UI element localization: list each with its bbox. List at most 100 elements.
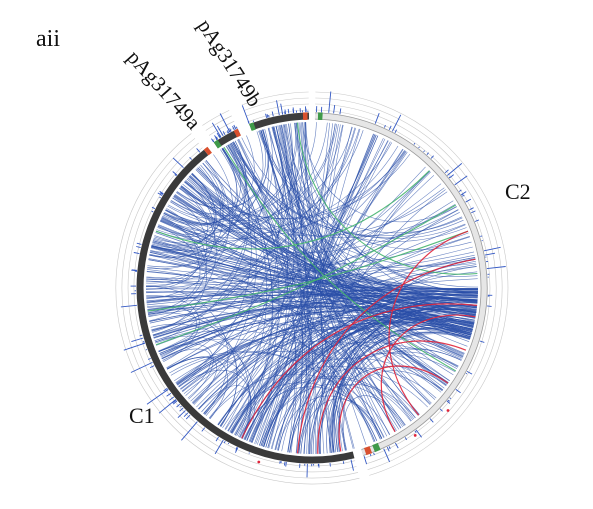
link-pb-chrom — [254, 129, 288, 444]
histogram-bar — [284, 109, 287, 115]
track-ring-c2 — [315, 109, 491, 459]
histogram-bar — [227, 442, 230, 445]
link-pb-chrom — [261, 129, 476, 315]
link-green — [155, 170, 430, 250]
histogram-bar — [462, 194, 465, 197]
link-c1-c1 — [170, 161, 225, 215]
link-c2-c1 — [175, 134, 377, 383]
link-c2-c1 — [158, 294, 478, 352]
link-c2-c1 — [289, 384, 416, 453]
link-pb-chrom — [279, 125, 444, 391]
histogram-bar — [285, 462, 287, 467]
track-ring-c2 — [315, 97, 503, 470]
histogram-bar — [211, 138, 214, 143]
track-rings — [115, 91, 509, 485]
link-c2-c1 — [309, 347, 462, 455]
segment-marker-5 — [233, 128, 241, 138]
histogram-bar — [179, 407, 184, 412]
link-pb-chrom — [281, 124, 450, 381]
histogram-bar — [232, 125, 235, 131]
link-c2-c1 — [268, 141, 391, 449]
track-ring-pa — [205, 115, 232, 131]
link-c2-c1 — [316, 304, 478, 454]
link-c2-c1 — [343, 395, 405, 451]
segment-markers — [203, 112, 381, 456]
histogram-bar — [486, 266, 506, 270]
link-c2-c1 — [271, 148, 403, 450]
link-c2-c1 — [332, 293, 478, 453]
track-ring-pa — [208, 120, 235, 136]
link-pa-chrom — [221, 148, 268, 430]
track-ring-c2 — [315, 103, 497, 465]
histogram-bar — [151, 206, 156, 210]
histogram-bar — [123, 342, 146, 351]
histogram-bar — [172, 399, 177, 404]
link-pb-chrom — [275, 125, 464, 356]
histogram-bar — [181, 421, 198, 441]
histogram-bar — [159, 196, 162, 199]
segment-marker-6 — [249, 122, 256, 131]
histogram-bar — [172, 400, 178, 405]
link-pb-chrom — [294, 122, 436, 400]
link-pa-chrom — [222, 148, 468, 347]
track-ring-pb — [241, 91, 309, 106]
link-c1-c1 — [147, 305, 197, 358]
histogram-bar — [174, 174, 177, 177]
replicon-label-c1: C1 — [129, 403, 155, 428]
histogram-bar — [466, 371, 473, 375]
histogram-bar — [418, 146, 420, 149]
link-c2-c1 — [320, 123, 334, 453]
histogram-bar — [394, 129, 397, 134]
histogram-bar — [222, 131, 226, 136]
track-ring-pb — [245, 103, 309, 117]
link-c1-c1 — [146, 154, 234, 280]
histogram-bar — [430, 155, 434, 159]
histogram-bar — [149, 365, 155, 369]
link-c1-c1 — [149, 186, 217, 322]
segment-marker-3 — [203, 146, 212, 156]
link-c1-c1 — [172, 122, 317, 216]
link-c2-c1 — [146, 277, 404, 428]
link-red — [388, 230, 469, 416]
link-pa-chrom — [151, 143, 250, 332]
histogram-bar — [196, 148, 201, 153]
histogram-bar — [166, 392, 172, 397]
histogram-bar — [148, 357, 151, 360]
histogram-bar — [223, 440, 226, 444]
link-pb-chrom — [260, 130, 354, 449]
link-c2-c1 — [261, 367, 437, 447]
link-green — [147, 230, 469, 312]
replicon-label-pag31749b: pAg31749b — [193, 15, 267, 111]
link-pb-chrom — [272, 126, 384, 438]
link-c1-c1 — [168, 122, 297, 220]
histogram-bar — [465, 372, 468, 375]
histogram-bar — [328, 91, 332, 113]
link-c1-c1 — [162, 144, 241, 225]
histogram-bar — [131, 337, 144, 343]
histogram-bar — [279, 461, 281, 464]
histogram-bar — [161, 192, 164, 195]
link-c2-c1 — [197, 167, 458, 370]
histogram-bar — [465, 198, 472, 203]
histogram-bar — [447, 163, 463, 176]
histogram-bar — [130, 361, 153, 373]
ideogram-c1 — [136, 149, 355, 464]
link-pb-chrom — [294, 122, 470, 342]
track-ring-pa — [202, 110, 230, 126]
histogram-bar — [185, 414, 191, 420]
histogram-bar — [229, 129, 232, 132]
link-red — [380, 314, 476, 433]
link-c2-c1 — [170, 126, 353, 222]
histogram-bar — [268, 115, 270, 118]
histogram-bar — [233, 124, 237, 130]
link-pa-chrom — [178, 149, 252, 388]
histogram-bar — [276, 100, 280, 116]
histogram-bar — [189, 156, 193, 160]
track-ring-pb — [243, 97, 309, 111]
link-c1-c1 — [176, 130, 266, 209]
histogram-bar — [469, 207, 474, 211]
histogram-bar — [415, 429, 422, 438]
histogram-bar — [211, 122, 222, 138]
histogram-bar — [350, 459, 354, 471]
histogram-bar — [219, 113, 231, 133]
